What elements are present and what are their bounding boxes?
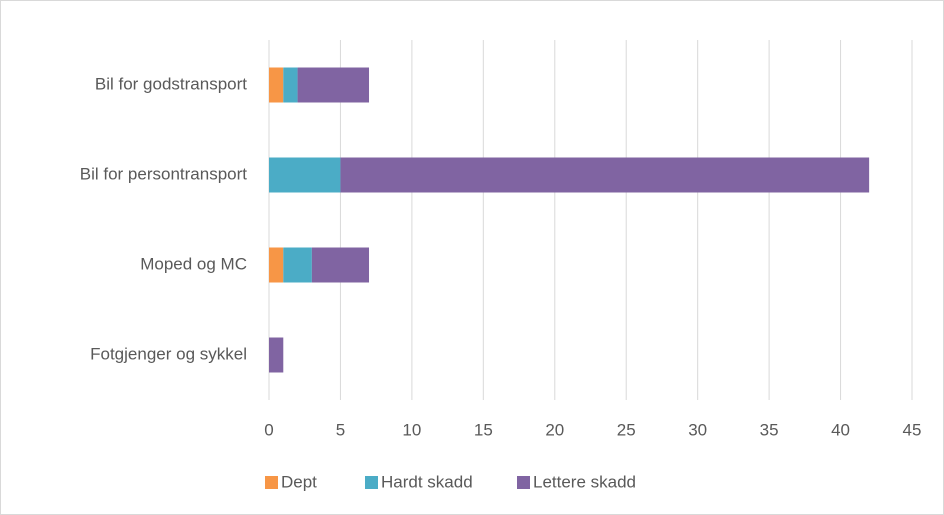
legend-label: Hardt skadd xyxy=(381,472,473,491)
bar-segment xyxy=(283,67,298,103)
legend-label: Lettere skadd xyxy=(533,472,636,491)
x-tick-label: 30 xyxy=(688,420,707,439)
y-tick-label: Fotgjenger og sykkel xyxy=(90,344,247,363)
legend-swatch xyxy=(365,476,378,489)
x-tick-label: 5 xyxy=(336,420,345,439)
legend-swatch xyxy=(265,476,278,489)
x-tick-label: 40 xyxy=(831,420,850,439)
legend-swatch xyxy=(517,476,530,489)
bar-segment xyxy=(297,67,370,103)
y-tick-label: Bil for persontransport xyxy=(80,164,248,183)
legend-label: Dept xyxy=(281,472,317,491)
x-tick-label: 35 xyxy=(760,420,779,439)
bar-segment xyxy=(269,157,341,193)
bar-segment xyxy=(269,247,284,283)
x-tick-label: 25 xyxy=(617,420,636,439)
x-tick-label: 45 xyxy=(903,420,922,439)
bar-segment xyxy=(269,67,284,103)
bar-segment xyxy=(283,247,312,283)
x-tick-label: 15 xyxy=(474,420,493,439)
x-tick-label: 10 xyxy=(402,420,421,439)
bar-segment xyxy=(269,337,284,373)
y-tick-label: Bil for godstransport xyxy=(95,74,247,93)
bar-segment xyxy=(340,157,870,193)
y-tick-label: Moped og MC xyxy=(140,254,247,273)
bar-segment xyxy=(311,247,370,283)
x-tick-label: 20 xyxy=(545,420,564,439)
x-tick-label: 0 xyxy=(264,420,273,439)
